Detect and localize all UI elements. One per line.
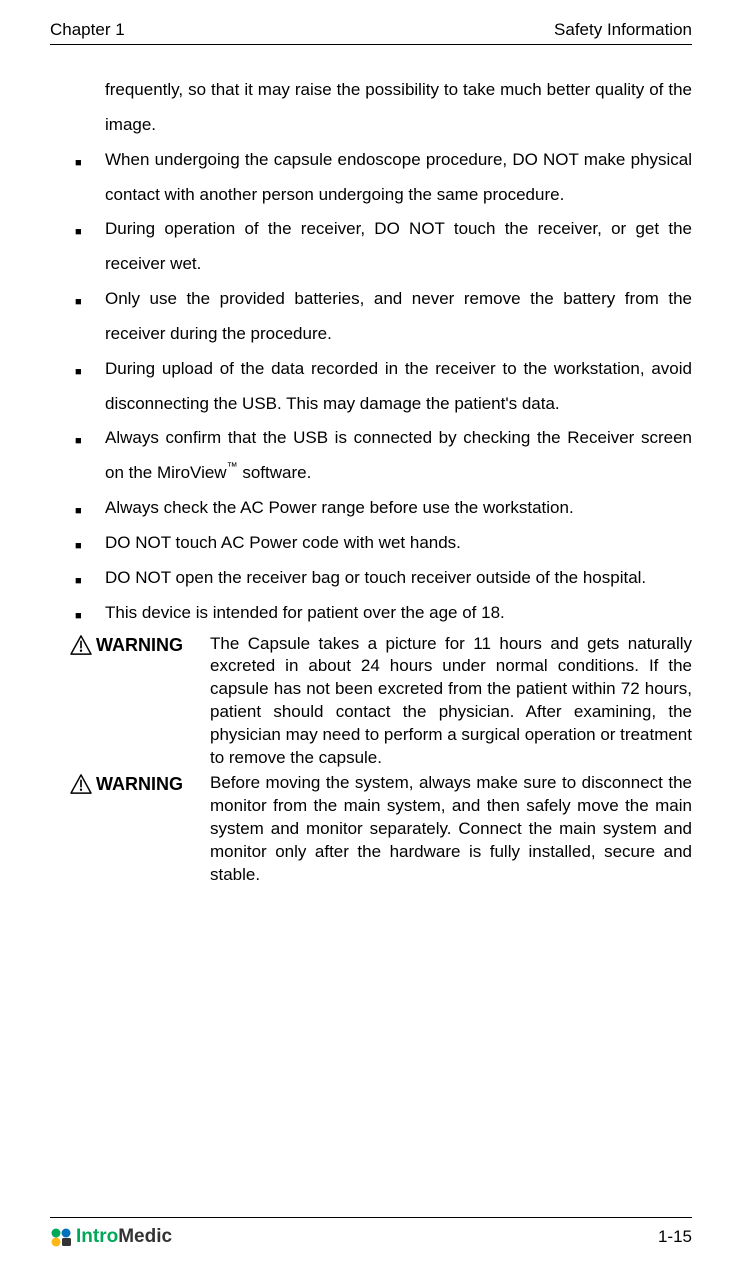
warning-triangle-icon: [70, 635, 92, 655]
bullet-marker-icon: ■: [75, 491, 105, 526]
bullet-text: DO NOT open the receiver bag or touch re…: [105, 561, 692, 596]
bullet-marker-icon: ■: [75, 282, 105, 352]
bullet-marker-icon: ■: [75, 352, 105, 422]
bullet-list: ■When undergoing the capsule endoscope p…: [50, 143, 692, 631]
bullet-marker-icon: ■: [75, 421, 105, 491]
bullet-text: DO NOT touch AC Power code with wet hand…: [105, 526, 692, 561]
section-label: Safety Information: [554, 20, 692, 40]
chapter-label: Chapter 1: [50, 20, 125, 40]
bullet-marker-icon: ■: [75, 561, 105, 596]
bullet-marker-icon: ■: [75, 143, 105, 213]
page-number: 1-15: [658, 1227, 692, 1247]
warning-label-cell: WARNING: [50, 772, 210, 887]
content-body: frequently, so that it may raise the pos…: [50, 73, 692, 887]
bullet-text: Always check the AC Power range before u…: [105, 491, 692, 526]
continuation-text: frequently, so that it may raise the pos…: [105, 73, 692, 143]
logo-text-intro: Intro: [76, 1226, 118, 1247]
logo-text-medic: Medic: [118, 1226, 172, 1247]
bullet-item: ■During operation of the receiver, DO NO…: [75, 212, 692, 282]
warning-text: The Capsule takes a picture for 11 hours…: [210, 633, 692, 771]
bullet-marker-icon: ■: [75, 526, 105, 561]
bullet-text: During upload of the data recorded in th…: [105, 352, 692, 422]
brand-logo: IntroMedic: [50, 1226, 172, 1248]
page-header: Chapter 1 Safety Information: [50, 20, 692, 45]
warning-label: WARNING: [96, 633, 183, 657]
bullet-item: ■DO NOT open the receiver bag or touch r…: [75, 561, 692, 596]
bullet-text: This device is intended for patient over…: [105, 596, 692, 631]
bullet-text: Always confirm that the USB is connected…: [105, 421, 692, 491]
bullet-text: When undergoing the capsule endoscope pr…: [105, 143, 692, 213]
page-footer: IntroMedic 1-15: [50, 1217, 692, 1248]
bullet-item: ■Only use the provided batteries, and ne…: [75, 282, 692, 352]
warning-triangle-icon: [70, 774, 92, 794]
bullet-text: During operation of the receiver, DO NOT…: [105, 212, 692, 282]
warning-text: Before moving the system, always make su…: [210, 772, 692, 887]
warning-label-cell: WARNING: [50, 633, 210, 771]
warnings-section: WARNING The Capsule takes a picture for 1…: [50, 633, 692, 887]
warning-block: WARNING Before moving the system, always …: [50, 772, 692, 887]
bullet-item: ■Always check the AC Power range before …: [75, 491, 692, 526]
logo-text: IntroMedic: [76, 1226, 172, 1248]
warning-label: WARNING: [96, 772, 183, 796]
bullet-item: ■When undergoing the capsule endoscope p…: [75, 143, 692, 213]
warning-block: WARNING The Capsule takes a picture for 1…: [50, 633, 692, 771]
bullet-marker-icon: ■: [75, 596, 105, 631]
bullet-item: ■Always confirm that the USB is connecte…: [75, 421, 692, 491]
bullet-item: ■DO NOT touch AC Power code with wet han…: [75, 526, 692, 561]
logo-icon: [50, 1227, 74, 1247]
bullet-item: ■During upload of the data recorded in t…: [75, 352, 692, 422]
bullet-text: Only use the provided batteries, and nev…: [105, 282, 692, 352]
bullet-item: ■This device is intended for patient ove…: [75, 596, 692, 631]
bullet-marker-icon: ■: [75, 212, 105, 282]
